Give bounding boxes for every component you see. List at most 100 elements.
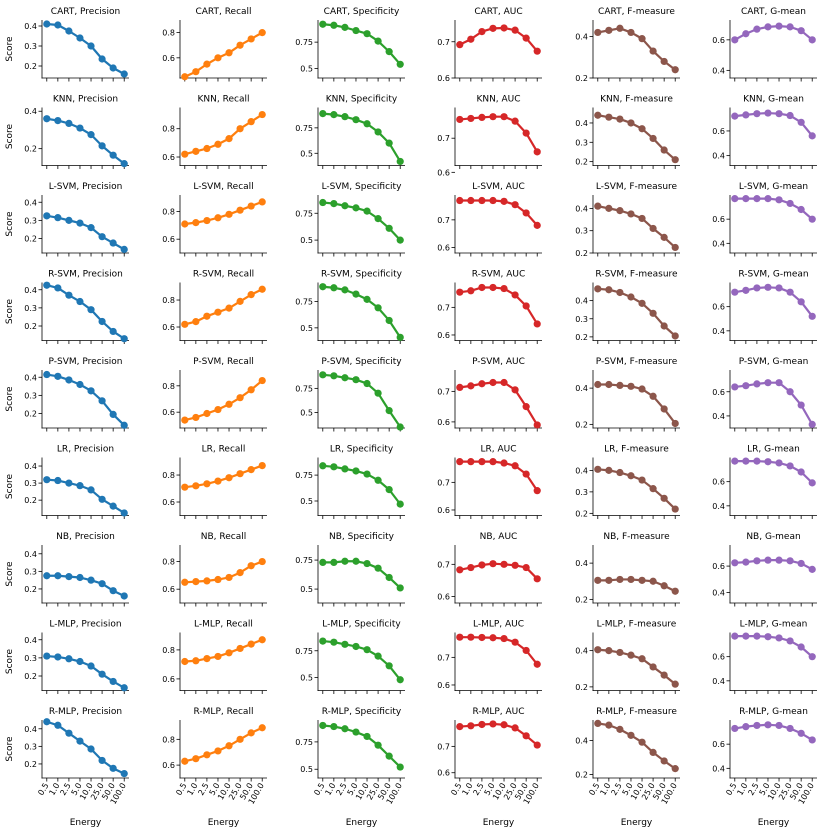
data-point (594, 111, 602, 119)
data-point (330, 372, 338, 380)
y-tick-label: 0.8 (162, 646, 175, 655)
data-point (54, 116, 62, 125)
y-tick-label: 0.8 (162, 558, 175, 567)
data-point (456, 566, 464, 574)
y-tick-label: 0.6 (162, 408, 175, 417)
data-point (319, 371, 327, 379)
data-point (533, 47, 541, 55)
y-tick-label: 0.2 (575, 771, 588, 780)
y-axis-label: Score (5, 123, 15, 149)
data-point (341, 640, 349, 648)
data-point (341, 557, 349, 565)
data-point (638, 385, 646, 393)
data-point (192, 68, 200, 76)
y-tick-label: 0.7 (437, 560, 450, 569)
y-tick-label: 0.4 (24, 636, 37, 645)
data-point (797, 643, 805, 651)
data-point (192, 318, 200, 326)
data-point (500, 378, 508, 387)
data-point (605, 26, 613, 34)
data-point (374, 128, 382, 136)
data-point (489, 283, 497, 292)
data-point (374, 389, 382, 397)
data-point (808, 565, 816, 573)
data-point (65, 655, 73, 663)
data-point (731, 288, 739, 296)
data-point (731, 457, 739, 465)
y-tick-label: 0.4 (575, 466, 588, 475)
data-point (742, 632, 750, 640)
data-point (258, 29, 266, 37)
panel-nb-precision: NB, Precision 0.2 0.3 0.4 Score (5, 532, 129, 607)
panel-r-svm-precision: R-SVM, Precision 0.2 0.3 0.4 Score (5, 270, 129, 344)
data-point (671, 765, 679, 773)
data-point (467, 563, 475, 572)
data-point (638, 576, 646, 584)
data-point (236, 735, 244, 743)
data-point (225, 649, 233, 657)
panel-r-svm-specificity: R-SVM, Specificity 0.5 0.75 (295, 270, 405, 344)
data-point (489, 720, 497, 728)
data-point (54, 214, 62, 222)
data-point (786, 288, 794, 296)
y-tick-label: 0.75 (295, 209, 313, 218)
data-point (808, 653, 816, 661)
data-point (396, 676, 404, 684)
y-tick-label: 0.2 (575, 683, 588, 692)
y-tick-label: 0.6 (437, 168, 450, 177)
data-point (203, 480, 211, 488)
data-point (649, 663, 657, 671)
data-point (775, 379, 783, 387)
panel-r-svm-auc: R-SVM, AUC 0.6 0.7 (437, 270, 542, 344)
y-tick-label: 0.6 (437, 331, 450, 340)
data-point (225, 474, 233, 482)
panel-r-svm-recall: R-SVM, Recall 0.6 0.8 (162, 270, 267, 344)
data-point (258, 285, 266, 293)
data-point (533, 148, 541, 156)
data-point (225, 742, 233, 750)
data-point (54, 721, 62, 729)
data-point (764, 283, 772, 291)
panel-p-svm-f-measure: P-SVM, F-measure 0.2 0.4 (575, 357, 680, 432)
data-point (203, 60, 211, 68)
y-tick-label: 0.75 (295, 556, 313, 565)
panel-p-svm-specificity: P-SVM, Specificity 0.5 0.75 (295, 357, 405, 432)
data-point (109, 239, 117, 247)
data-point (797, 401, 805, 409)
series-line (322, 464, 402, 505)
data-point (120, 245, 128, 253)
y-tick-label: 0.8 (162, 29, 175, 38)
y-tick-label: 0.4 (24, 22, 37, 31)
data-point (594, 465, 602, 473)
data-point (120, 335, 128, 343)
data-point (109, 410, 117, 419)
data-point (627, 382, 635, 390)
data-point (649, 47, 657, 55)
data-point (65, 119, 73, 128)
panel-title: LR, AUC (480, 445, 516, 455)
panel-l-svm-auc: L-SVM, AUC 0.6 0.7 (437, 182, 542, 257)
data-point (786, 557, 794, 565)
y-tick-label: 0.4 (24, 373, 37, 382)
y-tick-label: 0.4 (24, 462, 37, 471)
data-point (203, 144, 211, 153)
y-tick-label: 0.6 (437, 418, 450, 427)
data-point (236, 394, 244, 402)
panel-title: L-MLP, Precision (49, 620, 121, 630)
series-line (322, 724, 401, 768)
panel-nb-recall: NB, Recall 0.6 0.8 (162, 532, 267, 607)
data-point (54, 284, 62, 292)
data-point (181, 757, 189, 765)
panel-nb-f-measure: NB, F-measure 0.2 0.4 (575, 532, 680, 607)
y-tick-label: 0.6 (437, 769, 450, 778)
y-axis-label: Score (5, 561, 15, 587)
data-point (181, 320, 189, 328)
data-point (330, 199, 338, 208)
y-tick-label: 0.8 (162, 296, 175, 305)
y-tick-label: 0.4 (24, 198, 37, 207)
data-point (363, 120, 371, 128)
data-point (87, 42, 95, 50)
data-point (192, 413, 200, 422)
data-point (330, 111, 338, 119)
y-tick-label: 0.7 (437, 742, 450, 751)
